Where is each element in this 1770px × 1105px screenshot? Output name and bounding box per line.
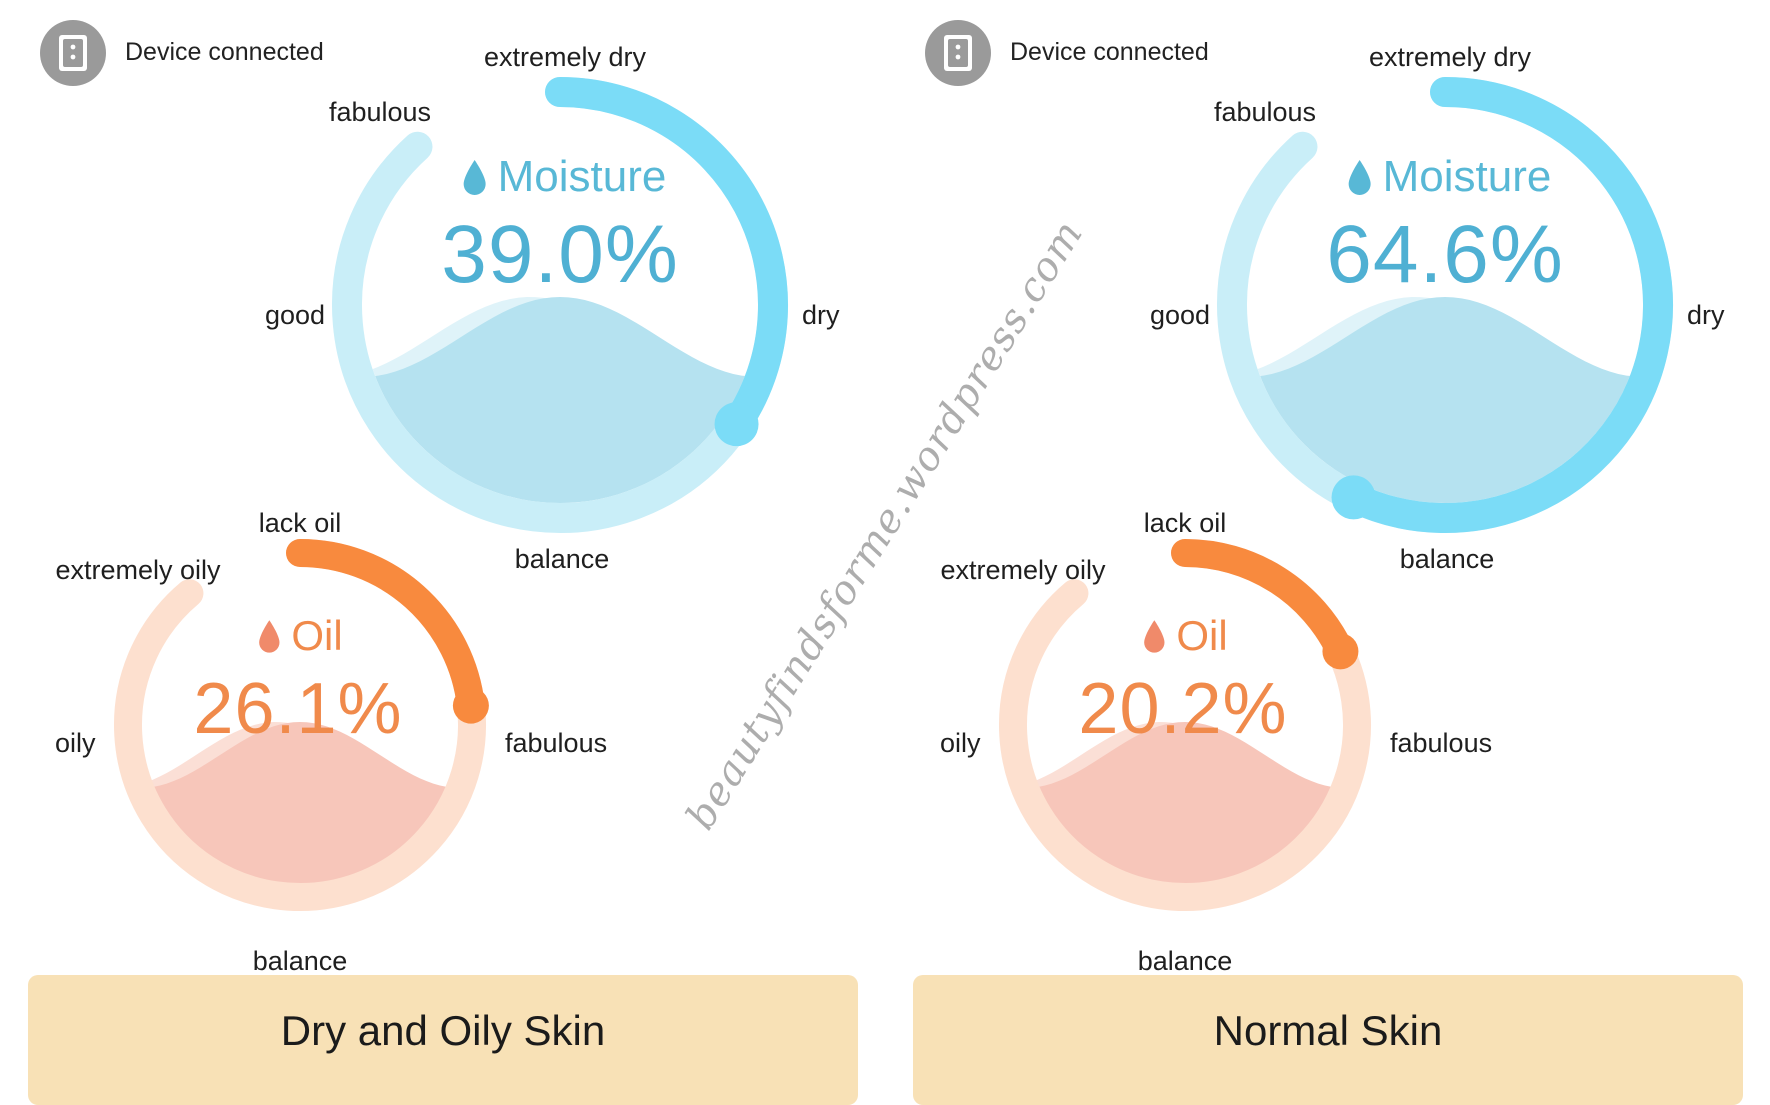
moisture-gauge — [332, 77, 788, 533]
device-status: Device connected — [1010, 38, 1209, 66]
water-drop-icon — [463, 160, 486, 195]
oil-label-balance: balance — [252, 946, 348, 976]
device-icon — [925, 20, 991, 86]
oil-title: Oil — [1142, 612, 1228, 660]
gauge-progress-arc — [286, 539, 485, 720]
moisture-title: Moisture — [462, 152, 667, 202]
moisture-label-balance: balance — [514, 544, 610, 574]
oil-label-oily: oily — [940, 728, 981, 758]
gauge-indicator-knob — [1331, 475, 1376, 520]
skin-result-panel-right: Device connected extremely dry fabulous … — [885, 0, 1770, 1105]
oil-label-oily: oily — [55, 728, 96, 758]
moisture-label-good: good — [1150, 300, 1211, 330]
moisture-label-balance: balance — [1399, 544, 1495, 574]
oil-drop-icon — [1144, 620, 1165, 653]
oil-label-fabulous: fabulous — [1390, 728, 1493, 758]
moisture-label-extremely-dry: extremely dry — [483, 42, 647, 72]
skin-result-panel-left: Device connected extremely dry fabulous … — [0, 0, 885, 1105]
gauge-indicator-knob — [1322, 633, 1359, 670]
moisture-label-fabulous: fabulous — [328, 97, 432, 127]
oil-label-balance: balance — [1137, 946, 1233, 976]
skin-type-card: Normal Skin — [913, 975, 1743, 1105]
oil-label-lack-oil: lack oil — [258, 508, 342, 538]
moisture-value: 39.0% — [441, 209, 679, 300]
oil-value: 26.1% — [193, 669, 403, 749]
oil-label-extremely-oily: extremely oily — [940, 555, 1106, 585]
gauge-progress-arc — [1338, 77, 1673, 533]
wave-front — [1025, 722, 1345, 885]
skin-type-label: Dry and Oily Skin — [280, 1007, 606, 1054]
moisture-title-text: Moisture — [1382, 152, 1552, 201]
moisture-value: 64.6% — [1326, 209, 1564, 300]
moisture-title-text: Moisture — [497, 152, 667, 201]
moisture-label-dry: dry — [1687, 300, 1725, 330]
oil-title: Oil — [257, 612, 343, 660]
oil-gauge — [114, 539, 489, 911]
moisture-label-fabulous: fabulous — [1213, 97, 1317, 127]
skin-type-label: Normal Skin — [1213, 1007, 1443, 1054]
moisture-label-good: good — [265, 300, 326, 330]
oil-value: 20.2% — [1078, 669, 1288, 749]
gauge-indicator-knob — [714, 402, 759, 447]
oil-label-lack-oil: lack oil — [1143, 508, 1227, 538]
moisture-label-extremely-dry: extremely dry — [1368, 42, 1532, 72]
gauge-indicator-knob — [452, 687, 489, 724]
moisture-title: Moisture — [1347, 152, 1552, 202]
oil-gauge — [999, 539, 1371, 911]
device-status: Device connected — [125, 38, 324, 66]
water-drop-icon — [1348, 160, 1371, 195]
wave-front — [140, 722, 460, 885]
oil-label-fabulous: fabulous — [505, 728, 608, 758]
skin-type-card: Dry and Oily Skin — [28, 975, 858, 1105]
wave-front — [362, 297, 758, 503]
oil-label-extremely-oily: extremely oily — [55, 555, 221, 585]
moisture-label-dry: dry — [802, 300, 840, 330]
oil-title-text: Oil — [291, 612, 343, 659]
gauge-progress-arc — [545, 77, 788, 440]
gauge-progress-arc — [1171, 539, 1355, 666]
wave-front — [1247, 297, 1643, 503]
device-icon — [40, 20, 106, 86]
oil-title-text: Oil — [1176, 612, 1228, 659]
oil-drop-icon — [259, 620, 280, 653]
moisture-gauge — [1217, 77, 1673, 533]
